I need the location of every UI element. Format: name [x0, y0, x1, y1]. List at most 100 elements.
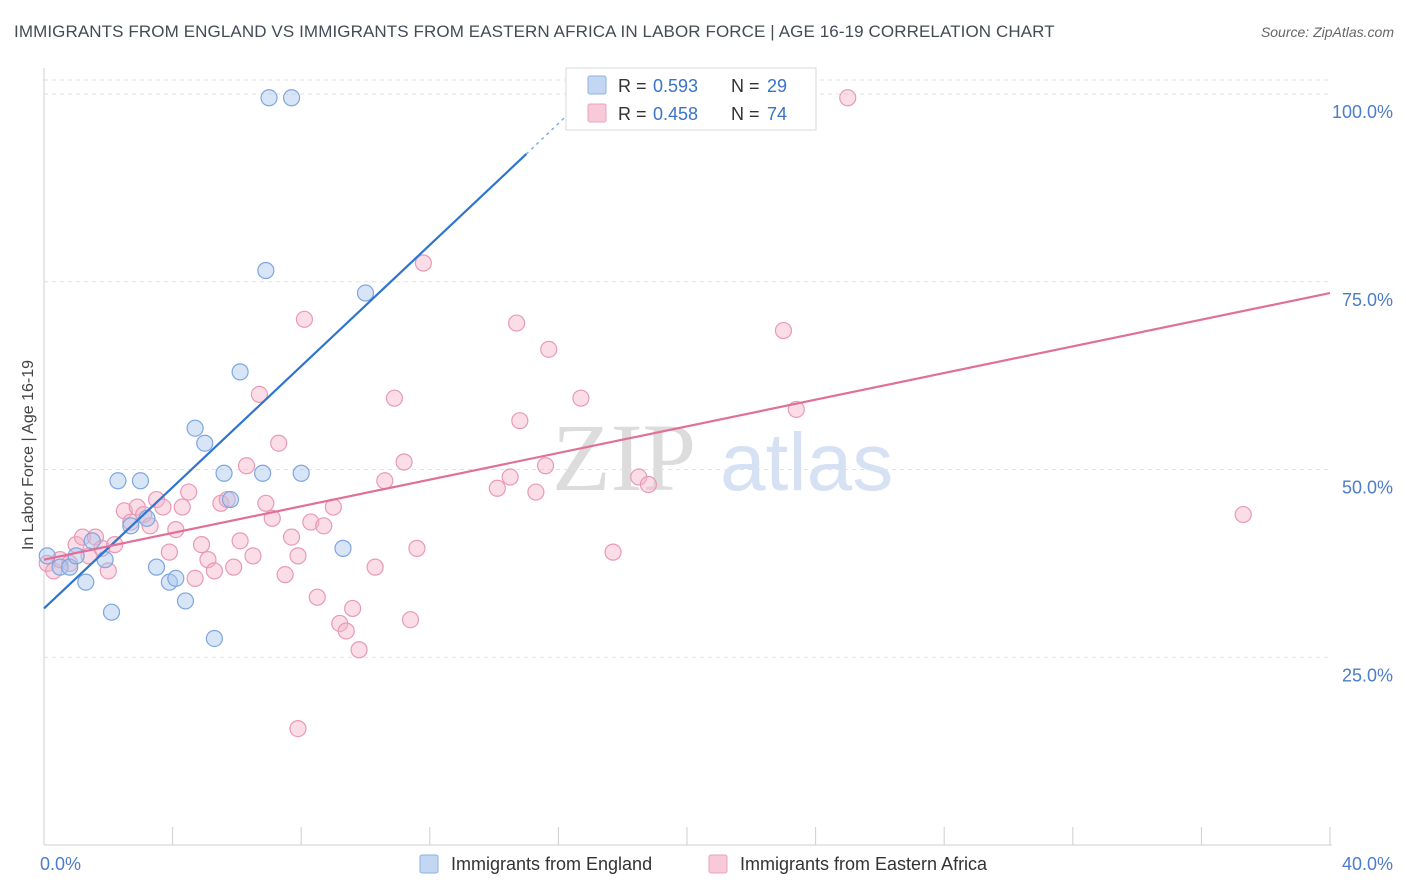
africa-point-5	[73, 528, 92, 546]
y-tick-label-1: 50.0%	[1342, 478, 1393, 498]
england-point-18	[205, 629, 223, 648]
england-point-10	[131, 472, 150, 490]
england-point-0	[38, 547, 56, 565]
africa-point-48	[289, 719, 307, 738]
england-point-20	[221, 490, 240, 509]
africa-point-18	[160, 543, 178, 561]
africa-point-39	[295, 310, 314, 328]
africa-point-45	[337, 622, 355, 640]
england-point-28	[356, 284, 375, 302]
africa-point-30	[237, 457, 256, 475]
africa-point-49	[366, 558, 384, 576]
legend-swatch-england	[587, 75, 607, 95]
africa-point-69	[839, 89, 857, 107]
england-point-6	[96, 551, 114, 569]
england-point-24	[260, 89, 278, 107]
legend-swatch-africa	[587, 103, 607, 123]
legend-r-label-england: R =	[618, 76, 647, 96]
england-point-8	[109, 472, 127, 490]
england-point-26	[292, 464, 310, 482]
africa-point-9	[99, 562, 117, 580]
africa-point-37	[282, 528, 301, 546]
africa-point-55	[401, 611, 420, 629]
axes	[43, 68, 1332, 846]
england-point-7	[102, 603, 121, 621]
africa-point-57	[501, 468, 519, 486]
england-point-4	[77, 573, 95, 591]
england-point-3	[67, 547, 85, 565]
y-tick-label-0: 25.0%	[1342, 665, 1393, 685]
y-tick-label-3: 100.0%	[1332, 102, 1393, 122]
africa-point-41	[308, 588, 326, 606]
series-legend-swatch-africa	[708, 854, 728, 874]
africa-point-25	[205, 562, 223, 580]
trendline-africa	[43, 291, 1331, 561]
england-point-5	[83, 532, 101, 550]
y-tick-labels: 25.0% 50.0% 75.0% 100.0%	[1332, 102, 1393, 685]
africa-point-70	[1234, 505, 1252, 524]
legend-r-value-england: 0.593	[653, 76, 698, 96]
england-point-16	[186, 419, 204, 437]
africa-point-12	[122, 513, 140, 531]
africa-point-21	[180, 483, 198, 501]
africa-point-38	[289, 547, 307, 565]
africa-point-56	[488, 479, 506, 497]
africa-point-20	[173, 498, 191, 516]
source-credit: Source: ZipAtlas.com	[1260, 24, 1394, 40]
legend-n-label-england: N =	[731, 76, 760, 96]
chart-title: IMMIGRANTS FROM ENGLAND VS IMMIGRANTS FR…	[14, 22, 1055, 41]
africa-point-47	[350, 641, 368, 659]
africa-point-67	[774, 321, 793, 340]
africa-point-63	[572, 389, 590, 407]
stats-legend: R = 0.593 N = 29 R = 0.458 N = 74	[565, 67, 817, 131]
trendline-england-extension	[525, 116, 566, 155]
africa-point-61	[536, 457, 555, 475]
england-point-14	[167, 569, 185, 588]
legend-r-label-africa: R =	[618, 104, 647, 124]
africa-point-35	[270, 434, 288, 452]
trend-lines	[43, 116, 1331, 610]
watermark-atlas: atlas	[720, 417, 893, 508]
africa-point-29	[231, 532, 249, 550]
africa-point-52	[395, 453, 413, 471]
england-point-25	[282, 89, 301, 107]
y-axis-label: In Labor Force | Age 16-19	[20, 360, 37, 550]
africa-point-59	[511, 412, 529, 430]
africa-point-46	[344, 599, 362, 618]
series-legend: Immigrants from England Immigrants from …	[419, 854, 988, 874]
africa-point-32	[250, 385, 269, 404]
africa-point-36	[276, 566, 294, 584]
x-tick-labels: 0.0% 40.0%	[40, 854, 1393, 874]
series-legend-label-england: Immigrants from England	[451, 854, 652, 874]
africa-point-34	[263, 509, 281, 527]
africa-point-42	[315, 517, 333, 535]
africa-point-58	[508, 314, 526, 332]
africa-point-28	[225, 558, 243, 576]
africa-point-50	[376, 472, 394, 490]
england-point-17	[196, 434, 214, 452]
africa-point-64	[604, 543, 622, 561]
legend-n-value-england: 29	[767, 76, 787, 96]
series-england-points	[38, 89, 375, 648]
africa-point-66	[639, 475, 658, 494]
africa-point-51	[385, 389, 404, 407]
y-tick-label-2: 75.0%	[1342, 290, 1393, 310]
watermark-zip: ZIP	[552, 404, 696, 511]
africa-point-62	[540, 340, 558, 358]
africa-point-22	[186, 569, 204, 588]
series-legend-label-africa: Immigrants from Eastern Africa	[740, 854, 988, 874]
africa-point-53	[408, 539, 426, 557]
africa-point-31	[244, 547, 262, 565]
england-point-1	[51, 558, 69, 576]
africa-point-54	[414, 254, 432, 272]
africa-point-23	[192, 536, 211, 554]
africa-point-40	[302, 513, 320, 531]
england-point-23	[257, 261, 275, 280]
trendline-england	[43, 153, 528, 610]
england-point-27	[334, 539, 352, 557]
england-point-15	[176, 592, 195, 610]
africa-point-60	[527, 483, 545, 501]
england-point-12	[147, 558, 166, 576]
legend-n-value-africa: 74	[767, 104, 787, 124]
